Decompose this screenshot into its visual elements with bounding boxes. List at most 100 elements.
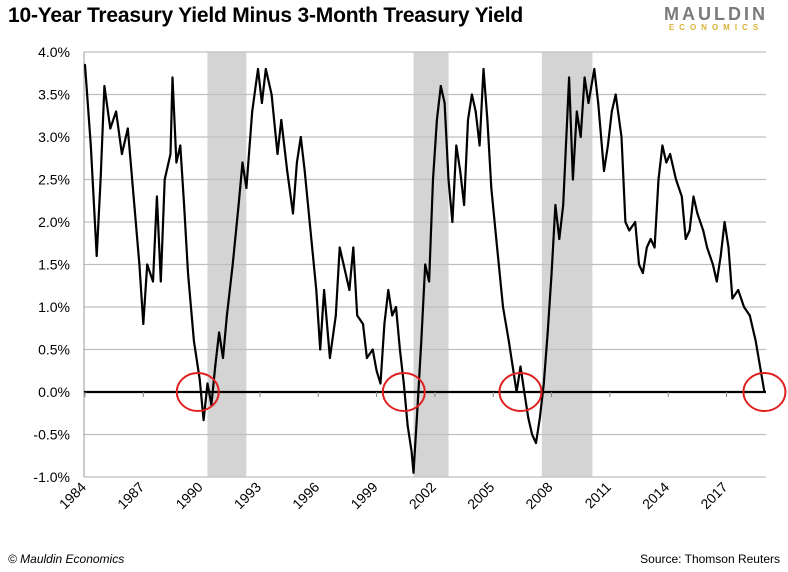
x-tick-label: 2008 [522,479,555,512]
data-point [711,263,714,266]
data-point [571,178,574,181]
y-tick-label: -1.0% [33,469,70,485]
data-point [624,221,627,223]
data-point [192,340,195,342]
data-point [179,144,182,147]
data-point [727,246,730,249]
logo-wordmark: MAULDIN [664,4,768,24]
copyright-note: © Mauldin Economics [8,552,125,566]
data-point [558,238,561,240]
data-point [89,144,92,147]
data-point [606,144,609,147]
data-point [428,280,431,283]
data-point [410,450,413,453]
inversion-circle [742,372,787,412]
data-point [645,246,648,249]
data-point [680,195,683,198]
data-point [109,127,112,130]
data-point [763,391,766,393]
data-point [424,263,427,266]
data-point [257,68,260,70]
data-point [225,314,228,317]
data-point [715,280,718,283]
data-point [142,323,145,325]
data-point [657,178,660,181]
data-point [507,340,510,342]
data-point [706,246,709,249]
data-point [412,471,415,474]
data-point [155,195,158,198]
data-point [126,127,129,130]
data-point [406,425,409,427]
data-point [338,246,341,249]
data-point [309,229,312,232]
data-point [641,272,644,274]
y-tick-label: 0.5% [38,342,70,358]
data-point [575,110,578,113]
data-point [696,212,699,215]
data-point [295,161,298,164]
data-point [501,306,504,308]
data-point [251,110,254,113]
y-tick-label: 2.0% [38,214,70,230]
data-point [661,144,664,147]
data-point [138,263,141,266]
data-point [490,187,493,189]
data-point [597,102,600,104]
data-point [328,357,331,359]
data-point [218,331,221,334]
y-tick-label: 3.0% [38,129,70,145]
data-point [603,170,606,172]
data-point [760,374,763,376]
x-tick-label: 2005 [464,479,497,512]
data-point [146,263,149,266]
data-point [583,76,586,79]
y-tick-label: 2.5% [38,172,70,188]
source-note: Source: Thomson Reuters [640,552,780,566]
data-point [610,110,613,113]
data-point [568,76,571,79]
data-point [665,161,668,164]
data-point [692,195,695,198]
data-point [348,289,351,291]
data-point [674,178,677,181]
data-point [519,365,522,368]
data-point [120,153,123,155]
data-point [361,323,364,325]
data-point [183,204,186,206]
data-point [286,170,289,172]
y-tick-label: -0.5% [33,427,70,443]
data-point [202,419,205,422]
inversion-circle [175,372,220,412]
data-point [163,178,166,181]
data-point [398,348,401,351]
x-tick-label: 2002 [406,479,439,512]
data-point [237,204,240,206]
data-point [743,306,746,308]
data-point [737,289,740,291]
y-tick-label: 4.0% [38,44,70,60]
data-point [416,408,419,410]
x-tick-label: 1987 [114,479,147,512]
data-point [383,323,386,325]
data-point [222,357,225,359]
data-point [463,204,466,206]
data-point [550,272,553,274]
data-point [579,136,582,138]
mauldin-logo: MAULDIN ECONOMICS [664,4,768,32]
data-point [669,153,672,155]
data-point [315,289,318,291]
data-point [439,85,442,87]
y-tick-label: 3.5% [38,87,70,103]
data-point [299,136,302,138]
data-point [754,340,757,342]
data-point [276,153,279,155]
data-point [99,178,102,181]
data-point [511,365,514,368]
data-point [435,119,438,121]
data-point [527,416,530,419]
data-point [554,204,557,206]
data-point [334,314,337,317]
data-point [447,178,450,181]
